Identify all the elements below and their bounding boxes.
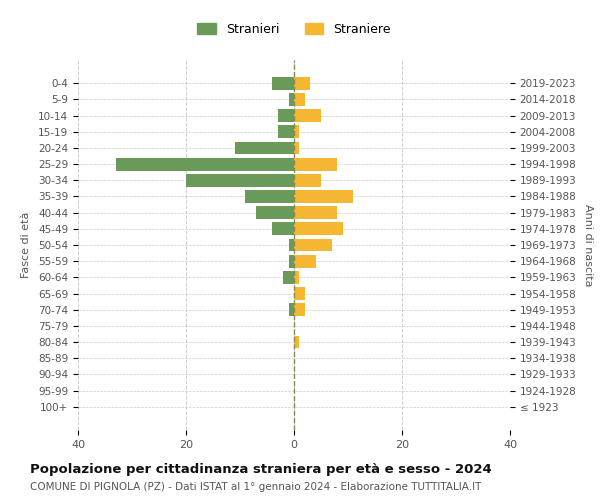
Bar: [272, 77, 294, 90]
Bar: [289, 238, 294, 252]
Bar: [294, 142, 299, 154]
Bar: [294, 174, 321, 187]
Bar: [289, 254, 294, 268]
Bar: [294, 303, 305, 316]
Bar: [294, 206, 337, 219]
Bar: [278, 126, 294, 138]
Bar: [294, 287, 305, 300]
Bar: [294, 158, 337, 170]
Bar: [283, 271, 294, 284]
Bar: [289, 303, 294, 316]
Bar: [294, 190, 353, 203]
Bar: [294, 126, 299, 138]
Bar: [278, 109, 294, 122]
Bar: [245, 190, 294, 203]
Bar: [272, 222, 294, 235]
Legend: Stranieri, Straniere: Stranieri, Straniere: [192, 18, 396, 41]
Y-axis label: Fasce di età: Fasce di età: [21, 212, 31, 278]
Bar: [294, 93, 305, 106]
Bar: [186, 174, 294, 187]
Text: Popolazione per cittadinanza straniera per età e sesso - 2024: Popolazione per cittadinanza straniera p…: [30, 462, 492, 475]
Bar: [235, 142, 294, 154]
Text: COMUNE DI PIGNOLA (PZ) - Dati ISTAT al 1° gennaio 2024 - Elaborazione TUTTITALIA: COMUNE DI PIGNOLA (PZ) - Dati ISTAT al 1…: [30, 482, 481, 492]
Bar: [256, 206, 294, 219]
Bar: [289, 93, 294, 106]
Bar: [116, 158, 294, 170]
Bar: [294, 254, 316, 268]
Bar: [294, 271, 299, 284]
Bar: [294, 77, 310, 90]
Bar: [294, 336, 299, 348]
Y-axis label: Anni di nascita: Anni di nascita: [583, 204, 593, 286]
Bar: [294, 222, 343, 235]
Bar: [294, 238, 332, 252]
Bar: [294, 109, 321, 122]
